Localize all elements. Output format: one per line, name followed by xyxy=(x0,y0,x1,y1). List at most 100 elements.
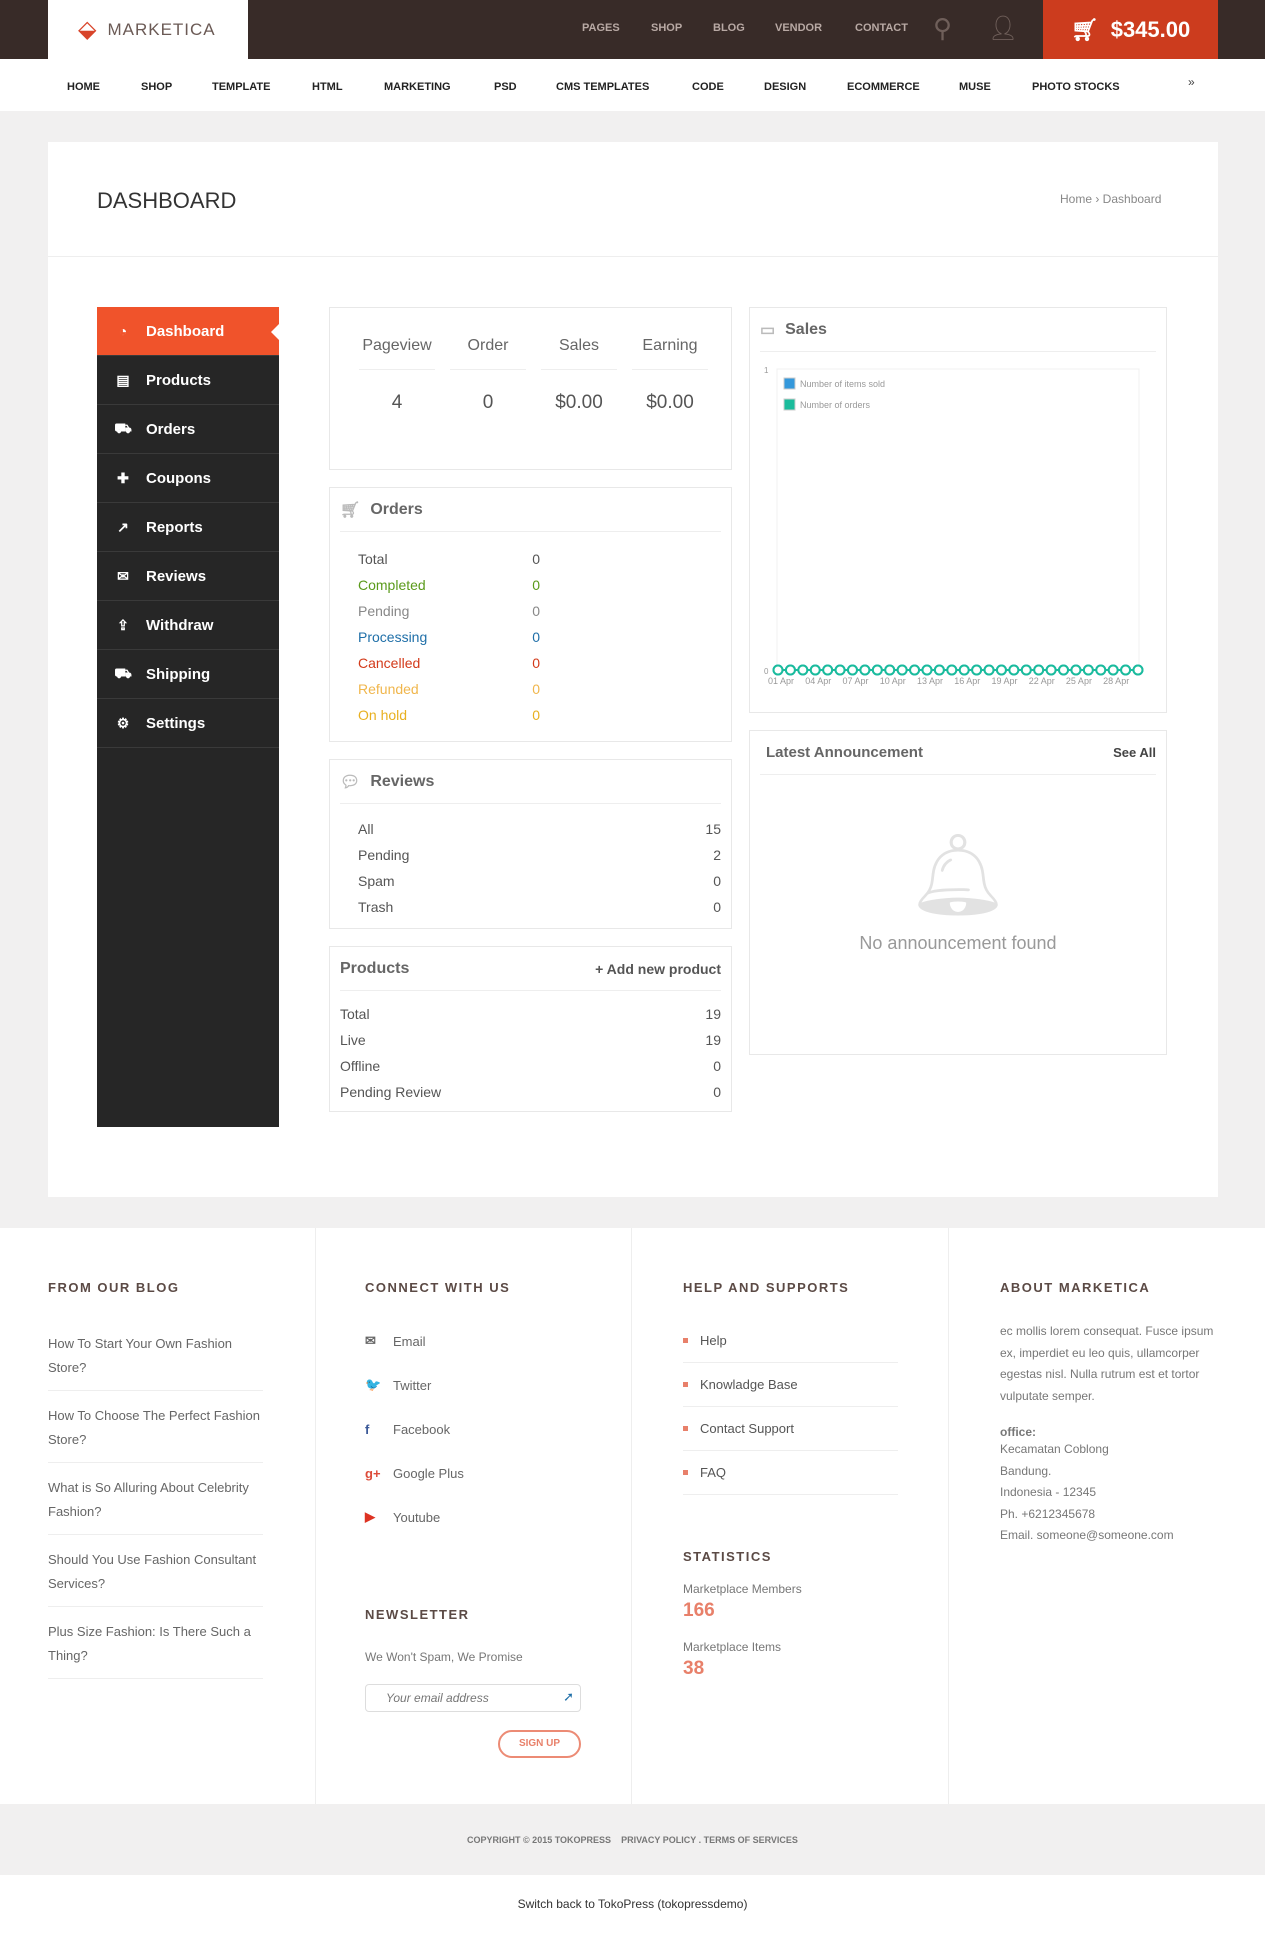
reviews-row[interactable]: All 15 xyxy=(358,816,721,842)
see-all-link[interactable]: See All xyxy=(1113,745,1156,760)
data-point[interactable] xyxy=(1033,664,1045,676)
data-point[interactable] xyxy=(822,664,834,676)
data-point[interactable] xyxy=(797,664,809,676)
menu-code[interactable]: CODE xyxy=(692,81,724,93)
topnav-contact[interactable]: CONTACT xyxy=(855,22,908,34)
menu-muse[interactable]: MUSE xyxy=(959,81,991,93)
switch-back-link[interactable]: Switch back to TokoPress (tokopressdemo) xyxy=(517,1897,748,1911)
data-point[interactable] xyxy=(921,664,933,676)
topnav-pages[interactable]: PAGES xyxy=(582,22,620,34)
social-facebook[interactable]: f Facebook xyxy=(365,1407,631,1451)
add-product-link[interactable]: + Add new product xyxy=(595,960,721,977)
menu-design[interactable]: DESIGN xyxy=(764,81,807,93)
data-point[interactable] xyxy=(995,664,1007,676)
chevron-down-icon[interactable]: » xyxy=(1188,75,1195,89)
sidebar-item-reviews[interactable]: ✉ Reviews xyxy=(97,552,279,601)
data-point[interactable] xyxy=(846,664,858,676)
social-youtube[interactable]: ▶ Youtube xyxy=(365,1495,631,1539)
menu-photo-stocks[interactable]: PHOTO STOCKS xyxy=(1032,81,1120,93)
data-point[interactable] xyxy=(958,664,970,676)
help-link[interactable]: FAQ xyxy=(683,1451,898,1495)
orders-row[interactable]: Refunded 0 xyxy=(358,676,540,702)
data-point[interactable] xyxy=(1132,664,1144,676)
products-box: Products + Add new product Total 19 Live 19 O… xyxy=(329,946,732,1112)
data-point[interactable] xyxy=(1058,664,1070,676)
topnav-blog[interactable]: BLOG xyxy=(713,22,745,34)
sidebar-item-orders[interactable]: ⛟ Orders xyxy=(97,405,279,454)
privacy-links[interactable]: PRIVACY POLICY . TERMS OF SERVICES xyxy=(621,1834,798,1845)
orders-row[interactable]: Total 0 xyxy=(358,546,540,572)
orders-row[interactable]: Processing 0 xyxy=(358,624,540,650)
data-point[interactable] xyxy=(834,664,846,676)
data-point[interactable] xyxy=(871,664,883,676)
orders-row[interactable]: Completed 0 xyxy=(358,572,540,598)
data-point[interactable] xyxy=(933,664,945,676)
blog-link[interactable]: Plus Size Fashion: Is There Such a Thing… xyxy=(48,1607,263,1679)
data-point[interactable] xyxy=(809,664,821,676)
products-row[interactable]: Total 19 xyxy=(340,1001,721,1027)
sidebar-item-dashboard[interactable]: ◔ Dashboard xyxy=(97,307,280,356)
orders-row[interactable]: Cancelled 0 xyxy=(358,650,540,676)
data-point[interactable] xyxy=(1107,664,1119,676)
data-point[interactable] xyxy=(1020,664,1032,676)
orders-row[interactable]: On hold 0 xyxy=(358,702,540,728)
social-twitter[interactable]: 🐦 Twitter xyxy=(365,1363,631,1407)
help-link[interactable]: Help xyxy=(683,1319,898,1363)
help-link[interactable]: Contact Support xyxy=(683,1407,898,1451)
help-link[interactable]: Knowladge Base xyxy=(683,1363,898,1407)
orders-row[interactable]: Pending 0 xyxy=(358,598,540,624)
data-point[interactable] xyxy=(1120,664,1132,676)
send-icon[interactable]: ➚ xyxy=(563,1689,574,1704)
cart-button[interactable]: 🛒︎ $345.00 xyxy=(1043,0,1218,59)
menu-shop[interactable]: SHOP xyxy=(141,81,173,93)
sidebar-item-coupons[interactable]: ✚ Coupons xyxy=(97,454,279,503)
sidebar-item-reports[interactable]: ↗ Reports xyxy=(97,503,279,552)
topnav-shop[interactable]: SHOP xyxy=(651,22,683,34)
sidebar-item-withdraw[interactable]: ⇪ Withdraw xyxy=(97,601,279,650)
data-point[interactable] xyxy=(1070,664,1082,676)
data-point[interactable] xyxy=(946,664,958,676)
blog-link[interactable]: How To Start Your Own Fashion Store? xyxy=(48,1319,263,1391)
menu-ecommerce[interactable]: ECOMMERCE xyxy=(847,81,920,93)
menu-marketing[interactable]: MARKETING xyxy=(384,81,451,93)
sidebar-item-products[interactable]: ▤ Products xyxy=(97,356,279,405)
data-point[interactable] xyxy=(1045,664,1057,676)
data-point[interactable] xyxy=(1082,664,1094,676)
data-point[interactable] xyxy=(859,664,871,676)
data-point[interactable] xyxy=(971,664,983,676)
blog-link[interactable]: How To Choose The Perfect Fashion Store? xyxy=(48,1391,263,1463)
menu-template[interactable]: TEMPLATE xyxy=(212,81,271,93)
topnav-vendor[interactable]: VENDOR xyxy=(775,22,823,34)
blog-link[interactable]: What is So Alluring About Celebrity Fash… xyxy=(48,1463,263,1535)
social-google-plus[interactable]: g+ Google Plus xyxy=(365,1451,631,1495)
products-row[interactable]: Pending Review 0 xyxy=(340,1079,721,1105)
menu-html[interactable]: HTML xyxy=(312,81,343,93)
signup-button[interactable]: SIGN UP xyxy=(498,1730,581,1758)
breadcrumb[interactable]: Home › Dashboard xyxy=(1060,192,1162,206)
sidebar-item-settings[interactable]: ⚙ Settings xyxy=(97,699,279,748)
sidebar-item-shipping[interactable]: ⛟ Shipping xyxy=(97,650,279,699)
data-point[interactable] xyxy=(884,664,896,676)
data-point[interactable] xyxy=(896,664,908,676)
menu-home[interactable]: HOME xyxy=(67,81,100,93)
user-icon[interactable]: 👤︎ xyxy=(988,15,1019,42)
newsletter-email-field[interactable]: ➚ xyxy=(365,1684,581,1712)
products-row[interactable]: Offline 0 xyxy=(340,1053,721,1079)
social-email[interactable]: ✉ Email xyxy=(365,1319,631,1363)
data-point[interactable] xyxy=(983,664,995,676)
reviews-row[interactable]: Spam 0 xyxy=(358,868,721,894)
search-icon[interactable]: ⚲ xyxy=(933,13,953,43)
data-point[interactable] xyxy=(772,664,784,676)
menu-psd[interactable]: PSD xyxy=(494,81,517,93)
blog-link[interactable]: Should You Use Fashion Consultant Servic… xyxy=(48,1535,263,1607)
data-point[interactable] xyxy=(1095,664,1107,676)
menu-cms-templates[interactable]: CMS TEMPLATES xyxy=(556,81,650,93)
data-point[interactable] xyxy=(909,664,921,676)
products-row[interactable]: Live 19 xyxy=(340,1027,721,1053)
data-point[interactable] xyxy=(784,664,796,676)
data-point[interactable] xyxy=(1008,664,1020,676)
reviews-row[interactable]: Pending 2 xyxy=(358,842,721,868)
logo[interactable]: ⬙ MARKETICA xyxy=(48,0,248,59)
reviews-row[interactable]: Trash 0 xyxy=(358,894,721,920)
email-input[interactable] xyxy=(366,1685,546,1711)
